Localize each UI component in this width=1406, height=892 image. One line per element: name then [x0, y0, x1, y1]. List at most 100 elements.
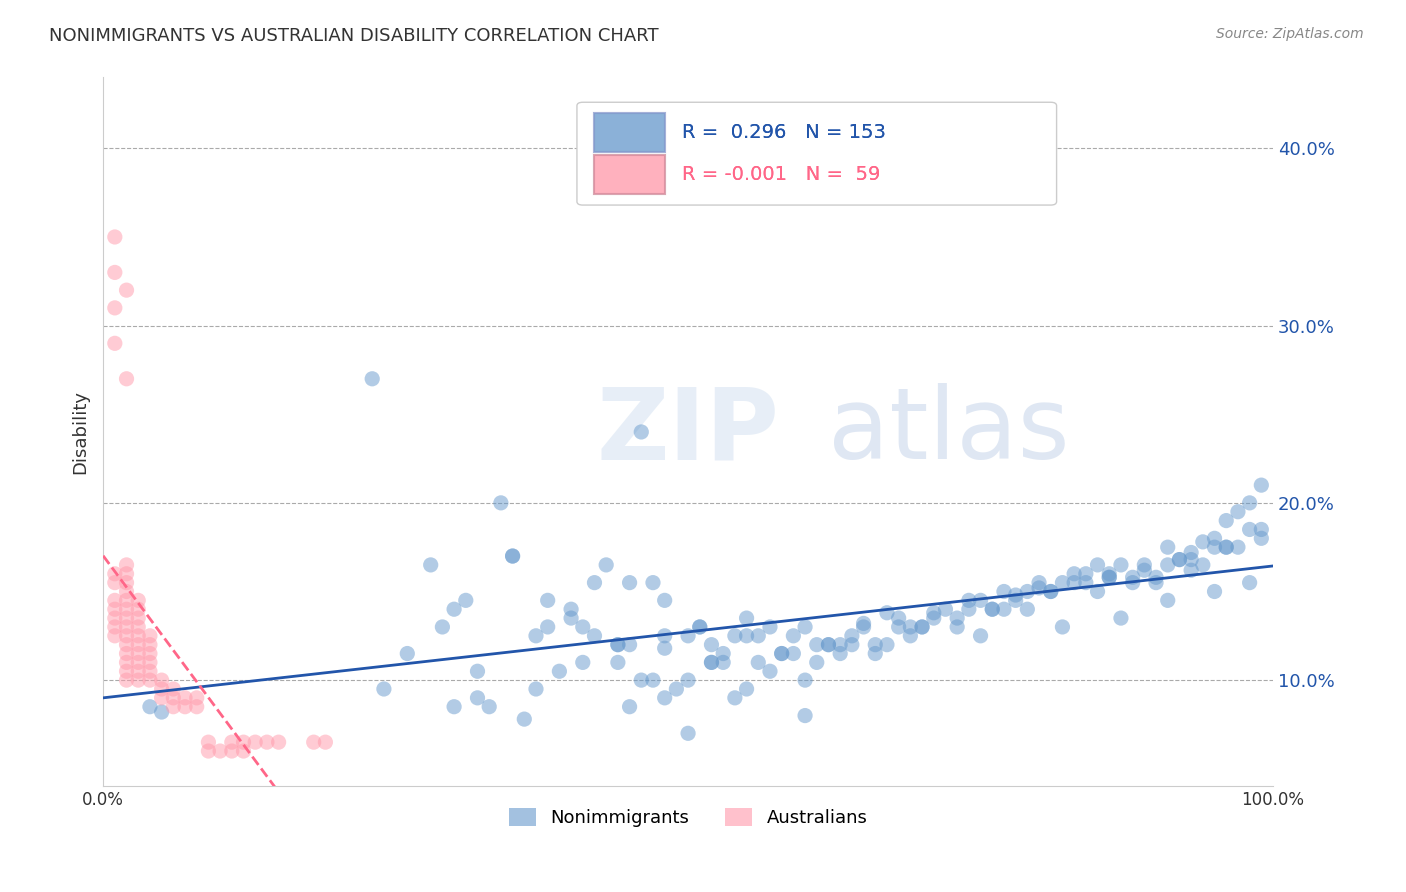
Point: [641, 673, 664, 687]
Point: [373, 681, 395, 696]
Point: [1087, 584, 1109, 599]
Point: [1017, 602, 1039, 616]
Point: [104, 575, 127, 590]
Point: [571, 656, 593, 670]
Point: [1226, 505, 1249, 519]
Point: [595, 558, 617, 572]
Point: [1226, 540, 1249, 554]
Point: [115, 283, 138, 297]
Point: [1004, 588, 1026, 602]
Point: [782, 629, 804, 643]
Point: [1028, 581, 1050, 595]
Point: [981, 602, 1004, 616]
Point: [432, 620, 454, 634]
Point: [467, 690, 489, 705]
Point: [700, 656, 723, 670]
Point: [1157, 558, 1180, 572]
Point: [396, 647, 419, 661]
Point: [1098, 570, 1121, 584]
Text: R =  0.296   N = 153: R = 0.296 N = 153: [682, 122, 886, 142]
Point: [104, 566, 127, 581]
Point: [747, 629, 769, 643]
Point: [513, 712, 536, 726]
Point: [127, 620, 149, 634]
Point: [127, 593, 149, 607]
Point: [700, 638, 723, 652]
Point: [747, 656, 769, 670]
Point: [139, 673, 162, 687]
Point: [174, 690, 197, 705]
Point: [887, 611, 910, 625]
Text: atlas: atlas: [828, 384, 1070, 481]
Point: [1157, 540, 1180, 554]
Point: [139, 656, 162, 670]
Point: [759, 620, 782, 634]
Point: [654, 593, 676, 607]
Point: [302, 735, 325, 749]
Point: [256, 735, 278, 749]
Point: [724, 690, 747, 705]
Point: [1239, 523, 1261, 537]
Point: [186, 699, 208, 714]
Point: [852, 620, 875, 634]
Point: [162, 699, 184, 714]
Point: [115, 558, 138, 572]
Point: [548, 665, 571, 679]
Point: [115, 638, 138, 652]
Point: [139, 699, 162, 714]
Point: [115, 602, 138, 616]
Point: [1098, 566, 1121, 581]
Point: [830, 638, 852, 652]
Bar: [595, 113, 665, 152]
Point: [806, 656, 828, 670]
Point: [735, 629, 758, 643]
Point: [1191, 558, 1213, 572]
Point: [489, 496, 512, 510]
Point: [606, 638, 628, 652]
Point: [454, 593, 477, 607]
Point: [186, 690, 208, 705]
Point: [127, 673, 149, 687]
Point: [232, 735, 254, 749]
Text: Source: ZipAtlas.com: Source: ZipAtlas.com: [1216, 27, 1364, 41]
Point: [1017, 584, 1039, 599]
Point: [1144, 575, 1167, 590]
Point: [443, 602, 465, 616]
Point: [162, 681, 184, 696]
Point: [865, 638, 887, 652]
Point: [794, 708, 817, 723]
Point: [115, 665, 138, 679]
Point: [876, 638, 898, 652]
Point: [1239, 496, 1261, 510]
Point: [981, 602, 1004, 616]
Point: [104, 593, 127, 607]
Point: [630, 425, 652, 439]
Point: [1250, 478, 1272, 492]
Text: R = -0.001   N =  59: R = -0.001 N = 59: [682, 165, 880, 184]
Point: [689, 620, 711, 634]
Point: [127, 602, 149, 616]
Point: [478, 699, 501, 714]
Bar: [595, 155, 665, 194]
Point: [1204, 584, 1226, 599]
Point: [150, 690, 173, 705]
Point: [419, 558, 441, 572]
Point: [197, 744, 219, 758]
Point: [139, 647, 162, 661]
Point: [619, 699, 641, 714]
Point: [1215, 540, 1237, 554]
Point: [794, 673, 817, 687]
Point: [898, 620, 921, 634]
Point: [115, 647, 138, 661]
Point: [711, 647, 734, 661]
Point: [1250, 523, 1272, 537]
Point: [841, 638, 863, 652]
Point: [197, 735, 219, 749]
Point: [361, 372, 384, 386]
Point: [969, 629, 991, 643]
Text: R =  0.296   N = 153: R = 0.296 N = 153: [682, 122, 886, 142]
Point: [759, 665, 782, 679]
Point: [560, 602, 582, 616]
Point: [127, 647, 149, 661]
Text: ZIP: ZIP: [596, 384, 779, 481]
